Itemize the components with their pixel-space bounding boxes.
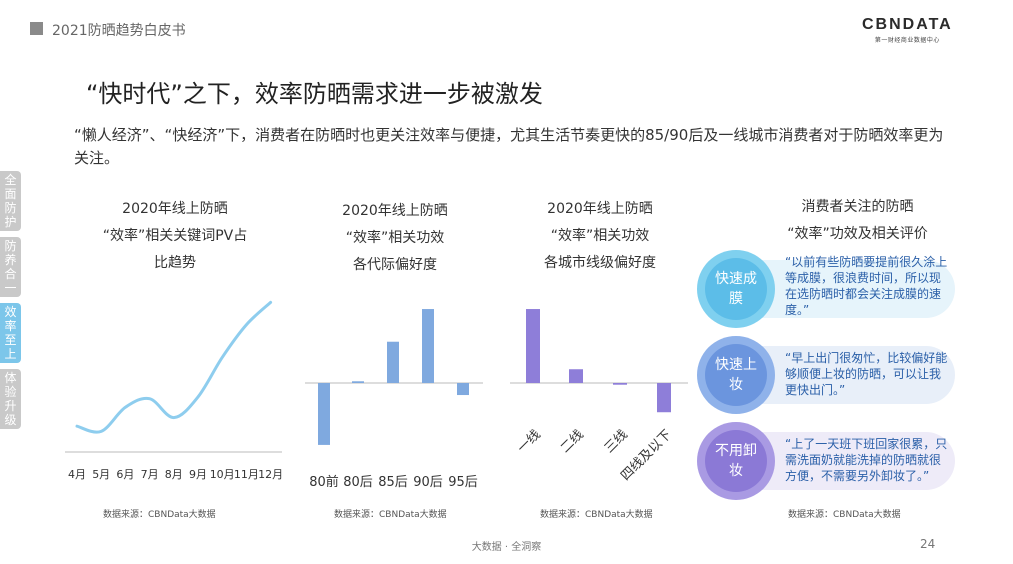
quotes-title-line: “效率”功效及相关评价 bbox=[787, 226, 928, 242]
quote-card-fast-film: 快速成膜 “以前有些防晒要提前很久涂上等成膜，很浪费时间，所以现在选防晒时都会关… bbox=[697, 250, 955, 328]
report-title: 2021防晒趋势白皮书 bbox=[52, 23, 186, 39]
quote-text: “以前有些防晒要提前很久涂上等成膜，很浪费时间，所以现在选防晒时都会关注成膜的速… bbox=[785, 255, 948, 317]
quotes-title-line: 消费者关注的防晒 bbox=[801, 199, 914, 215]
city-bar bbox=[569, 369, 583, 383]
logo-sub-text: 第一财经商业数据中心 bbox=[874, 37, 940, 44]
city-x-tick: 三线 bbox=[602, 427, 631, 456]
city-title-line: 各城市线级偏好度 bbox=[544, 255, 656, 271]
trend-x-tick: 7月 bbox=[141, 468, 159, 481]
generation-x-tick: 85后 bbox=[378, 475, 408, 490]
trend-x-tick: 12月 bbox=[258, 468, 283, 481]
city-bar bbox=[613, 383, 627, 385]
trend-x-tick: 6月 bbox=[116, 468, 134, 481]
city-source: 数据来源：CBNData大数据 bbox=[540, 510, 653, 520]
trend-x-tick: 11月 bbox=[234, 468, 259, 481]
generation-x-tick: 80前 bbox=[309, 474, 339, 490]
generation-x-tick: 95后 bbox=[448, 475, 478, 490]
cbndata-logo: CBNDATA 第一财经商业数据中心 bbox=[862, 16, 953, 44]
city-title-line: 2020年线上防晒 bbox=[547, 201, 653, 217]
side-tab-nourish[interactable]: 防养合一 bbox=[0, 237, 21, 297]
city-bar bbox=[657, 383, 671, 413]
city-x-tick: 二线 bbox=[558, 427, 587, 456]
city-title-line: “效率”相关功效 bbox=[550, 228, 650, 244]
quote-tag: 不用卸妆 bbox=[705, 430, 767, 492]
side-tab-label: 防养合一 bbox=[4, 239, 17, 295]
city-bar bbox=[526, 309, 540, 383]
quote-circle: 快速上妆 bbox=[697, 336, 775, 414]
generation-bar bbox=[318, 383, 330, 445]
intro-text: “懒人经济”、“快经济”下，消费者在防晒时也更关注效率与便捷，尤其生活节奏更快的… bbox=[74, 126, 944, 167]
trend-source: 数据来源：CBNData大数据 bbox=[103, 510, 216, 520]
page-title: “快时代”之下，效率防晒需求进一步被激发 bbox=[86, 80, 543, 108]
trend-title-line: 比趋势 bbox=[154, 255, 196, 271]
quote-text: “上了一天班下班回家很累，只需洗面奶就能洗掉的防晒就很方便，不需要另外卸妆了。” bbox=[785, 437, 948, 483]
header-square-icon bbox=[30, 22, 43, 35]
generation-bar-chart: 80前 80后 85后 90后 95后 bbox=[305, 309, 483, 490]
generation-bar bbox=[457, 383, 469, 396]
side-tab-efficiency[interactable]: 效率至上 bbox=[0, 303, 21, 363]
quotes-title: 消费者关注的防晒 “效率”功效及相关评价 bbox=[745, 194, 970, 248]
trend-series-line bbox=[75, 300, 273, 434]
trend-chart-title: 2020年线上防晒 “效率”相关关键词PV占 比趋势 bbox=[60, 196, 290, 277]
generation-x-tick: 80后 bbox=[343, 475, 373, 490]
logo-main-text: CBNDATA bbox=[862, 16, 953, 33]
quote-tag: 快速成膜 bbox=[705, 258, 767, 320]
trend-x-tick: 8月 bbox=[165, 468, 183, 481]
side-tab-experience[interactable]: 体验升级 bbox=[0, 369, 21, 429]
quote-card-no-remover: 不用卸妆 “上了一天班下班回家很累，只需洗面奶就能洗掉的防晒就很方便，不需要另外… bbox=[697, 422, 955, 500]
side-tab-label: 体验升级 bbox=[4, 371, 17, 427]
generation-x-tick: 90后 bbox=[413, 475, 443, 490]
generation-title-line: 2020年线上防晒 bbox=[342, 203, 448, 219]
side-tab-protection[interactable]: 全面防护 bbox=[0, 171, 21, 231]
trend-x-tick: 5月 bbox=[92, 468, 110, 481]
city-x-tick: 一线 bbox=[515, 427, 544, 456]
page-number: 24 bbox=[920, 537, 936, 551]
generation-bar bbox=[422, 309, 434, 383]
trend-line-chart: 4月 5月 6月 7月 8月 9月 10月 11月 12月 bbox=[65, 300, 283, 481]
quote-circle: 不用卸妆 bbox=[697, 422, 775, 500]
quote-card-fast-makeup: 快速上妆 “早上出门很匆忙，比较偏好能够顺便上妆的防晒，可以让我更快出门。” bbox=[697, 336, 955, 414]
trend-x-tick: 4月 bbox=[68, 468, 86, 481]
city-chart-title: 2020年线上防晒 “效率”相关功效 各城市线级偏好度 bbox=[505, 196, 695, 277]
generation-title-line: “效率”相关功效 bbox=[345, 230, 445, 246]
trend-x-tick: 9月 bbox=[189, 468, 207, 481]
trend-title-line: “效率”相关关键词PV占 bbox=[102, 228, 248, 244]
footer-slogan: 大数据 · 全洞察 bbox=[471, 542, 542, 553]
trend-x-tick: 10月 bbox=[210, 468, 235, 481]
generation-bar bbox=[352, 381, 364, 383]
quote-text: “早上出门很匆忙，比较偏好能够顺便上妆的防晒，可以让我更快出门。” bbox=[785, 351, 948, 397]
generation-source: 数据来源：CBNData大数据 bbox=[334, 510, 447, 520]
generation-chart-title: 2020年线上防晒 “效率”相关功效 各代际偏好度 bbox=[300, 198, 490, 279]
quotes-source: 数据来源：CBNData大数据 bbox=[788, 510, 901, 520]
generation-bar bbox=[387, 341, 399, 383]
side-tab-label: 全面防护 bbox=[4, 173, 17, 229]
quote-circle: 快速成膜 bbox=[697, 250, 775, 328]
trend-title-line: 2020年线上防晒 bbox=[122, 201, 228, 217]
quote-tag: 快速上妆 bbox=[705, 344, 767, 406]
generation-title-line: 各代际偏好度 bbox=[353, 257, 437, 273]
side-tab-label: 效率至上 bbox=[4, 305, 17, 361]
